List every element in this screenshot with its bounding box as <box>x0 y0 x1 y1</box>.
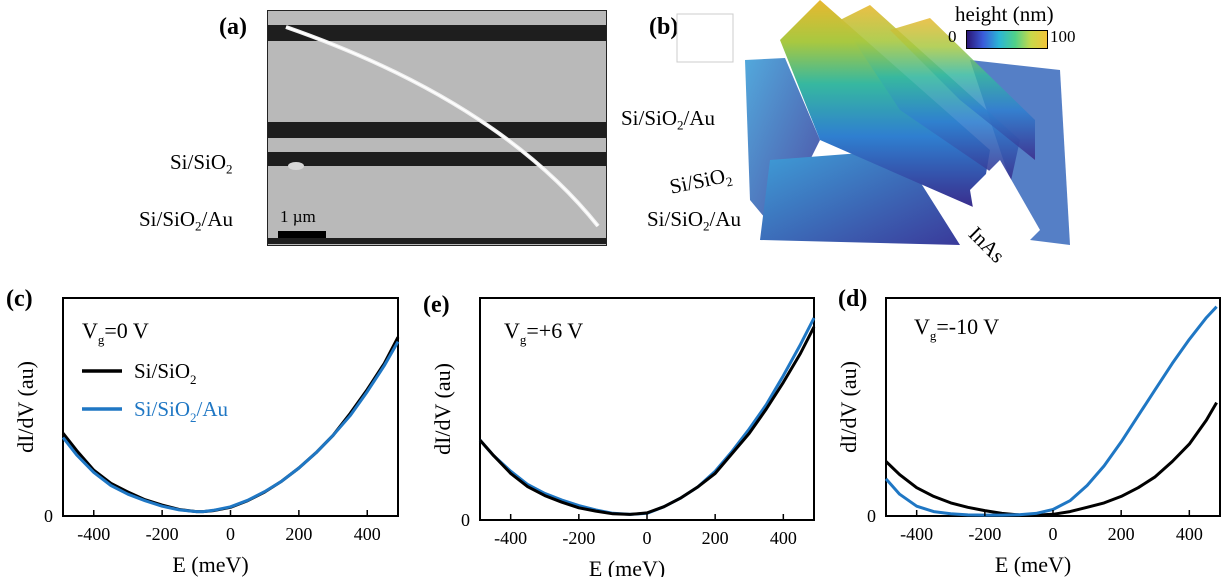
electrode-stripe <box>268 152 606 166</box>
series-line-1 <box>478 326 816 516</box>
x-tick-label: 0 <box>643 528 652 548</box>
x-axis-label: E (meV) <box>995 552 1071 577</box>
x-tick-label: -200 <box>562 528 595 548</box>
x-axis-label: E (meV) <box>172 552 248 577</box>
gate-voltage-annotation: Vg=+6 V <box>504 318 583 347</box>
x-tick-label: -400 <box>494 528 527 548</box>
x-axis-label: E (meV) <box>589 556 665 577</box>
y-tick-label: 0 <box>461 510 470 530</box>
series-line-0 <box>478 317 816 516</box>
electrode-stripe <box>268 25 606 41</box>
x-tick-label: 400 <box>770 528 797 548</box>
series-line-0 <box>884 401 1218 517</box>
x-tick-label: 200 <box>1108 524 1135 544</box>
colorbar-max: 100 <box>1050 27 1076 46</box>
height-colorbar <box>966 30 1048 49</box>
panel-c-label: (c) <box>6 286 33 312</box>
label-si-sio2-au-a: Si/SiO2/Au <box>139 207 234 234</box>
y-axis-label: dI/dV (au) <box>836 361 861 453</box>
series-line-1 <box>884 305 1218 517</box>
x-tick-label: 200 <box>702 528 729 548</box>
panel-e-label: (e) <box>423 292 450 318</box>
chart-d: -400 -200 0 200 400 0 E (meV) dI/dV (au) Vg=-10 … <box>836 297 1221 577</box>
panel-d-label: (d) <box>838 286 868 312</box>
gate-voltage-annotation: Vg=0 V <box>82 318 149 347</box>
x-tick-label: -400 <box>77 524 110 544</box>
nanowire <box>285 25 600 228</box>
series-line-1 <box>61 340 400 514</box>
x-tick-label: -400 <box>900 524 933 544</box>
scale-bar-label: 1 µm <box>280 207 316 226</box>
colorbar-title: height (nm) <box>955 2 1054 26</box>
chart-c: -400 -200 0 200 400 0 E (meV) dI/dV (au) Vg=0 V S… <box>13 297 400 577</box>
y-axis-label: dI/dV (au) <box>430 363 455 455</box>
afm-3d-image <box>676 0 1070 250</box>
x-tick-label: -200 <box>146 524 179 544</box>
legend-entry: Si/SiO2/Au <box>134 397 229 425</box>
legend-entry: Si/SiO2 <box>134 359 197 387</box>
x-tick-label: 400 <box>354 524 381 544</box>
x-tick-label: -200 <box>968 524 1001 544</box>
y-tick-label: 0 <box>867 506 876 526</box>
label-si-sio2-au-b-bottom: Si/SiO2/Au <box>647 207 742 234</box>
electrode-stripe <box>268 122 606 138</box>
panel-a-label: (a) <box>219 14 247 40</box>
sem-image: 1 µm <box>267 10 607 246</box>
scale-bar <box>278 231 326 238</box>
y-tick-label: 0 <box>44 506 53 526</box>
electrode-stripe <box>268 238 606 244</box>
label-si-sio2-au-b-top: Si/SiO2/Au <box>621 106 716 133</box>
chart-e: -400 -200 0 200 400 0 E (meV) dI/dV (au) Vg=+6 V <box>430 297 816 577</box>
panel-b-label: (b) <box>649 14 679 40</box>
colorbar-min: 0 <box>948 27 957 46</box>
x-tick-label: 200 <box>285 524 312 544</box>
x-tick-label: 0 <box>226 524 235 544</box>
y-axis-label: dI/dV (au) <box>13 361 38 453</box>
label-si-sio2-a: Si/SiO2 <box>170 150 233 177</box>
x-tick-label: 400 <box>1176 524 1203 544</box>
x-tick-label: 0 <box>1049 524 1058 544</box>
gate-voltage-annotation: Vg=-10 V <box>914 314 999 343</box>
